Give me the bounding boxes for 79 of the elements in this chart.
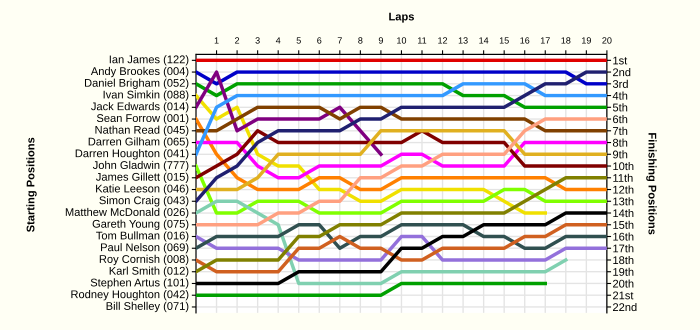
text: Katie Leeson (046) (96, 184, 188, 195)
y2-tick-label: 22nd (613, 302, 636, 312)
y2-tick-label: 8th (612, 138, 628, 147)
y2-tick-label: 21st (613, 291, 634, 300)
text: Daniel Brigham (052) (84, 78, 188, 89)
text: Sean Forrow (001) (96, 114, 188, 124)
x-tick-label: 13 (458, 37, 468, 44)
line-series (196, 129, 607, 192)
y2-tick-label: 6th (613, 115, 628, 124)
text: Nathan Read (045) (95, 126, 188, 136)
y2-tick-label: 2nd (613, 68, 630, 76)
line-series (196, 140, 607, 180)
line-series (196, 129, 607, 180)
text: Jack Edwards (014) (91, 102, 188, 112)
text: Bill Shelley (071) (106, 302, 188, 312)
text: John Gladwin (777) (92, 160, 188, 172)
y2-tick-label: 14th (613, 208, 634, 218)
line-series (196, 82, 607, 156)
y2-axis-title: Finishing Positions (646, 133, 657, 234)
x-tick-label: 11 (418, 37, 426, 44)
text: Simon Craig (043) (99, 196, 188, 206)
line-series (196, 117, 607, 226)
x-tick-label: 3 (255, 37, 260, 44)
y2-tick-label: 17th (613, 244, 634, 252)
text: Paul Nelson (069) (101, 243, 188, 254)
x-tick-label: 17 (540, 37, 550, 44)
x-tick-label: 7 (338, 37, 342, 44)
y2-tick-label: 10th (613, 162, 634, 170)
x-tick-label: 4 (276, 37, 280, 44)
x-tick-label: 16 (520, 37, 530, 44)
x-tick-label: 18 (561, 37, 570, 44)
text: Gareth Young (075) (92, 220, 188, 230)
text: Darren Houghton (041) (76, 149, 188, 160)
text: Matthew McDonald (026) (66, 208, 188, 218)
line-series (196, 176, 607, 274)
x-tick-label: 20 (602, 37, 612, 44)
text: Starting Positions (26, 138, 37, 232)
x-tick-label: 1 (214, 37, 219, 44)
text: Rodney Houghton (042) (71, 290, 188, 300)
y2-tick-label: 9th (612, 150, 628, 158)
x-tick-label: 15 (500, 37, 509, 44)
text: Andy Brookes (004) (90, 66, 188, 78)
y2-tick-label: 20th (613, 279, 634, 288)
y2-tick-label: 5th (612, 103, 628, 112)
x-tick-label: 8 (358, 37, 362, 44)
x-axis-title: Laps (389, 12, 414, 23)
y2-tick-label: 19th (613, 268, 634, 276)
y2-tick-label: 7th (613, 126, 628, 135)
text: Tom Bullman (016) (96, 231, 188, 242)
y2-tick-label: 3rd (612, 80, 628, 88)
text: James Gillett (015) (96, 172, 188, 183)
y2-tick-label: 16th (613, 232, 634, 241)
y2-tick-label: 15th (613, 220, 634, 229)
y2-tick-label: 13th (613, 197, 634, 206)
x-tick-label: 2 (235, 37, 240, 44)
x-tick-label: 12 (438, 37, 448, 44)
y2-tick-label: 11th (613, 174, 633, 182)
x-tick-label: 14 (479, 37, 488, 44)
line-series (196, 200, 568, 286)
line-series (196, 70, 383, 156)
x-tick-label: 9 (378, 37, 383, 44)
text: Stephen Artus (101) (90, 278, 188, 289)
line-series (196, 117, 607, 192)
text: Ian James (122) (110, 55, 188, 66)
line-series (196, 223, 607, 274)
text: Ivan Simkin (088) (104, 90, 188, 101)
y2-tick-label: 18th (613, 256, 634, 264)
y2-tick-label: 4th (612, 92, 628, 100)
text: Karl Smith (012) (110, 266, 188, 277)
x-tick-label: 19 (582, 37, 591, 44)
text: Darren Gilham (065) (88, 137, 188, 148)
x-tick-label: 10 (397, 37, 406, 44)
x-tick-label: 6 (317, 37, 322, 44)
x-tick-label: 5 (296, 37, 301, 44)
line-series (196, 70, 607, 203)
y2-tick-label: 1st (613, 56, 628, 64)
text: Roy Cornish (008) (100, 254, 188, 266)
line-series (196, 164, 607, 215)
y2-tick-label: 12th (613, 185, 634, 194)
